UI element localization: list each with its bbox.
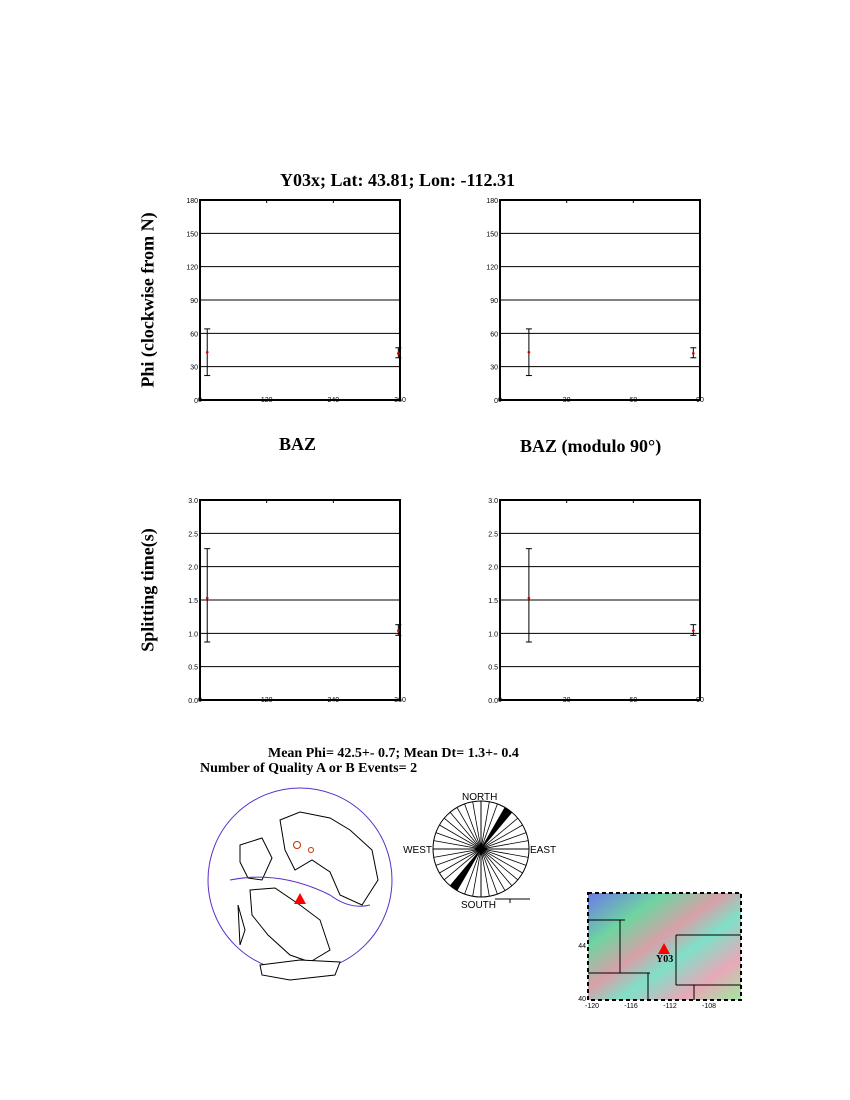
- lon-tick-label: -116: [624, 1003, 638, 1010]
- data-point: [397, 352, 400, 355]
- y-tick-label: 1.0: [188, 631, 198, 638]
- y-tick-label: 0: [494, 398, 498, 405]
- y-tick-label: 60: [490, 331, 498, 338]
- data-point: [205, 596, 209, 600]
- y-tick-label: 1.0: [488, 631, 498, 638]
- data-point: [527, 350, 531, 354]
- y-tick-label: 0.0: [488, 698, 498, 705]
- plate-boundary: [229, 876, 371, 907]
- y-tick-label: 0.5: [488, 665, 498, 672]
- continent-outline: [239, 837, 273, 881]
- y-tick-label: 0.0: [188, 698, 198, 705]
- y-tick-label: 3.0: [188, 498, 198, 505]
- y-tick-label: 2.5: [488, 531, 498, 538]
- continent-outline: [249, 887, 331, 963]
- lon-tick-label: -120: [585, 1003, 599, 1010]
- baz-label: BAZ: [279, 434, 317, 454]
- data-point: [692, 352, 695, 355]
- station-triangle: [294, 893, 306, 904]
- data-point: [205, 350, 209, 354]
- y-tick-label: 2.0: [488, 565, 498, 572]
- rose-label-north: NORTH: [462, 792, 497, 803]
- y-tick-label: 180: [186, 198, 198, 205]
- station-triangle: [658, 943, 670, 954]
- summary-mean: Mean Phi= 42.5+- 0.7; Mean Dt= 1.3+- 0.4: [268, 746, 519, 761]
- y-tick-label: 30: [490, 365, 498, 372]
- data-point: [692, 629, 695, 632]
- globe-map: [207, 787, 393, 981]
- rose-label-south: SOUTH: [461, 900, 496, 911]
- y-tick-label: 180: [486, 198, 498, 205]
- plot-frame: [499, 499, 701, 701]
- y-tick-label: 150: [486, 231, 498, 238]
- data-point: [527, 596, 531, 600]
- lat-tick-label: 40: [578, 996, 586, 1003]
- y-tick-label: 0.5: [188, 665, 198, 672]
- data-point: [397, 629, 400, 632]
- chart-dt-vs-baz-mod90: 0.00.51.01.52.02.53.00 30 60 90: [488, 498, 704, 705]
- plot-title: Y03x; Lat: 43.81; Lon: -112.31: [280, 170, 515, 190]
- event-marker: [308, 847, 314, 853]
- continent-outline: [259, 959, 341, 981]
- lat-tick-label: 44: [578, 943, 586, 950]
- y-tick-label: 0: [194, 398, 198, 405]
- summary-count: Number of Quality A or B Events= 2: [200, 761, 418, 776]
- y-tick-label: 90: [490, 298, 498, 305]
- chart-dt-vs-baz: 0.00.51.01.52.02.53.00 120 240 360: [188, 498, 406, 705]
- station-label: Y03: [656, 954, 673, 965]
- lon-tick-label: -108: [702, 1003, 716, 1010]
- rose-petal: [481, 807, 512, 849]
- event-marker: [293, 841, 301, 849]
- y-tick-label: 1.5: [188, 598, 198, 605]
- continent-outline: [237, 904, 246, 946]
- rose-label-east: EAST: [530, 845, 556, 856]
- y-tick-label: 150: [186, 231, 198, 238]
- y-tick-label: 2.5: [188, 531, 198, 538]
- regional-map: Y03 44 40-120 -116 -112 -108: [578, 892, 742, 1010]
- y-tick-label: 2.0: [188, 565, 198, 572]
- y-tick-label: 3.0: [488, 498, 498, 505]
- y-tick-label: 30: [190, 365, 198, 372]
- continent-outline: [279, 811, 379, 906]
- plot-frame: [199, 499, 401, 701]
- baz-mod-label: BAZ (modulo 90°): [520, 436, 662, 456]
- y-tick-label: 90: [190, 298, 198, 305]
- rose-petal: [450, 849, 481, 891]
- rose-label-west: WEST: [403, 845, 432, 856]
- rose-diagram: NORTH SOUTH EAST WEST: [403, 792, 556, 911]
- plot-frame: [499, 199, 701, 401]
- plot-frame: [199, 199, 401, 401]
- lon-tick-label: -112: [663, 1003, 677, 1010]
- y-tick-label: 60: [190, 331, 198, 338]
- y-tick-label: 1.5: [488, 598, 498, 605]
- y-tick-label: 120: [186, 265, 198, 272]
- y-tick-label: 120: [486, 265, 498, 272]
